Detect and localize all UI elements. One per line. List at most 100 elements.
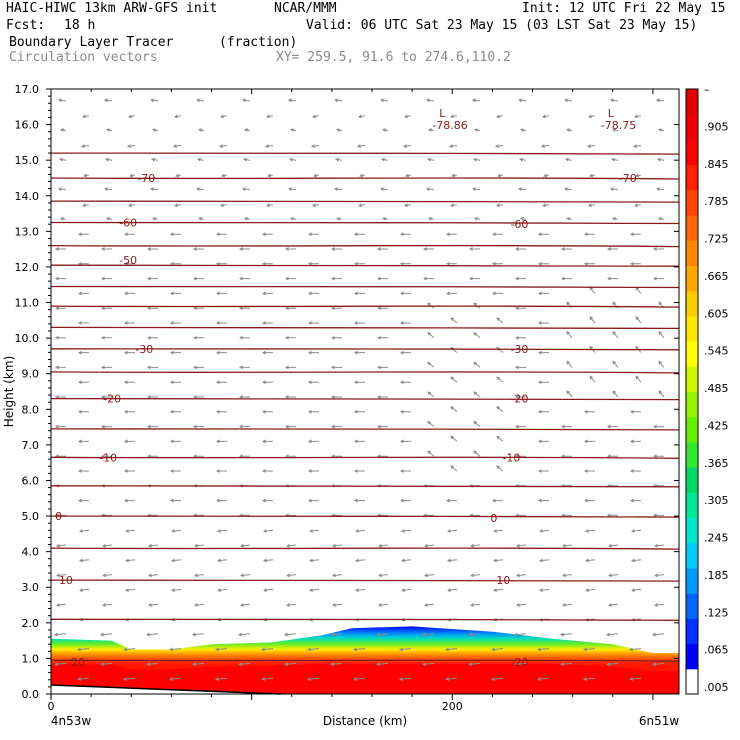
vector-arrow <box>376 395 388 399</box>
vector-arrow <box>335 217 343 221</box>
vector-arrow <box>632 144 642 148</box>
low-symbol: L <box>608 107 615 120</box>
vector-arrow <box>123 469 135 473</box>
vector-arrow <box>358 173 366 178</box>
colorbar-cell <box>686 164 698 191</box>
vector-arrow <box>261 291 273 296</box>
vector-arrow <box>219 114 228 119</box>
vector-arrow <box>635 316 642 324</box>
vector-arrow <box>652 247 664 251</box>
vector-arrow <box>445 232 457 237</box>
vector-arrow <box>261 232 273 237</box>
vector-arrow <box>99 662 113 667</box>
vector-arrow <box>537 261 549 266</box>
vector-arrow <box>307 261 319 266</box>
vector-arrow <box>589 375 596 383</box>
vector-arrow <box>469 573 481 578</box>
vector-arrow <box>284 276 296 281</box>
vector-arrow <box>127 203 136 208</box>
vector-arrow <box>192 276 204 281</box>
vector-arrow <box>54 276 66 281</box>
contour-line <box>50 348 680 351</box>
vector-arrow <box>101 543 113 548</box>
vector-arrow <box>519 128 527 132</box>
x-start-location: 4n53w <box>51 714 92 728</box>
vector-arrow <box>450 317 458 324</box>
vector-arrow <box>308 588 320 592</box>
vector-arrow <box>80 144 90 148</box>
vector-arrow <box>652 276 664 281</box>
vector-arrow <box>192 335 204 340</box>
vector-arrow <box>260 677 274 681</box>
vector-arrow <box>400 529 412 533</box>
vector-arrow <box>492 529 504 533</box>
vector-arrow <box>192 247 204 251</box>
vector-arrow <box>54 395 66 399</box>
vector-arrow <box>57 187 67 191</box>
vector-arrow <box>376 247 388 251</box>
colorbar-label: .305 <box>704 494 729 507</box>
vector-arrow <box>214 647 228 652</box>
vector-arrow <box>242 157 251 162</box>
vector-arrow <box>147 603 159 607</box>
vector-arrow <box>307 232 319 237</box>
vector-arrow <box>100 335 112 340</box>
vector-arrow <box>584 558 596 563</box>
vector-arrow <box>445 498 457 503</box>
vector-arrow <box>238 395 250 399</box>
vector-arrow <box>333 187 343 191</box>
vector-arrow <box>404 173 412 178</box>
vector-arrow <box>330 247 342 251</box>
vector-arrow <box>103 98 113 103</box>
colorbar-label: .545 <box>704 345 729 358</box>
vector-arrow <box>195 187 205 191</box>
vector-arrow <box>376 365 388 370</box>
vector-arrow <box>496 173 504 178</box>
vector-arrow <box>629 409 641 414</box>
vector-arrow <box>496 465 504 472</box>
vector-arrow <box>537 350 549 355</box>
vector-arrow <box>426 157 435 162</box>
colorbar-label: .425 <box>704 419 729 432</box>
vector-arrow <box>423 603 435 607</box>
vector-arrow <box>490 677 504 681</box>
vector-arrow <box>399 232 411 237</box>
vector-arrow <box>605 632 619 637</box>
vector-arrow <box>537 321 549 325</box>
low-symbol: L <box>439 107 446 120</box>
vector-arrow <box>629 261 641 266</box>
vector-arrow <box>170 529 182 533</box>
colorbar-cell <box>686 618 698 645</box>
vector-arrow <box>399 439 411 444</box>
vector-arrow <box>308 558 320 563</box>
contour-label: 10 <box>496 574 510 587</box>
vector-arrow <box>146 247 158 251</box>
vector-arrow <box>307 409 319 414</box>
contour-label: 20 <box>514 656 528 669</box>
vector-arrow <box>427 420 435 427</box>
vector-arrow <box>492 558 504 563</box>
vector-arrow <box>566 301 573 309</box>
vector-arrow <box>421 662 435 667</box>
vector-arrow <box>538 558 550 563</box>
contour-label: -50 <box>119 254 137 267</box>
vector-arrow <box>284 395 296 399</box>
vector-arrow <box>400 588 412 592</box>
contour-line <box>50 428 680 431</box>
vector-arrow <box>172 144 182 148</box>
vector-arrow <box>560 276 572 281</box>
vector-arrow <box>123 498 135 503</box>
vector-arrow <box>354 588 366 592</box>
vector-arrow <box>399 350 411 355</box>
vector-arrow <box>607 603 619 607</box>
contour-label: -60 <box>510 218 528 231</box>
y-tick-label: 4.0 <box>22 546 40 559</box>
vector-arrow <box>514 306 526 311</box>
terrain-line <box>50 684 282 695</box>
vector-arrow <box>450 376 458 383</box>
vector-arrow <box>239 573 251 578</box>
vector-arrow <box>123 380 135 385</box>
vector-arrow <box>169 350 181 355</box>
vector-arrow <box>105 217 113 221</box>
vector-arrow <box>265 203 274 208</box>
